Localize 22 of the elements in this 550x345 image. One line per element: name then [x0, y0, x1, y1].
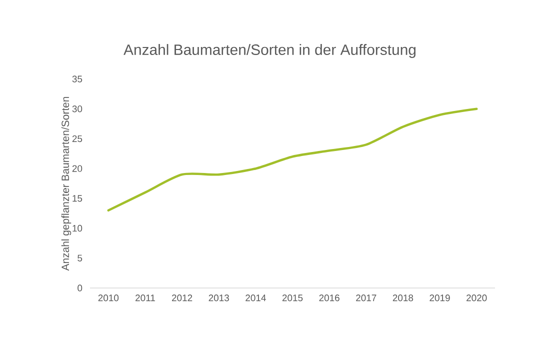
y-tick-label: 20	[72, 165, 82, 172]
x-tick-label: 2014	[246, 294, 266, 302]
y-tick-label: 25	[72, 135, 82, 142]
x-tick-label: 2010	[98, 294, 119, 302]
x-tick-label: 2013	[208, 294, 229, 302]
x-tick-label: 2016	[319, 294, 340, 302]
x-tick-label: 2015	[282, 294, 303, 302]
line-series	[107, 108, 478, 212]
y-tick-label: 10	[72, 224, 82, 232]
x-tick-label: 2018	[392, 294, 414, 302]
y-axis-title: Anzahl gepflanzter Baumarten/Sorten	[61, 96, 72, 271]
y-tick-label: 35	[72, 76, 82, 82]
x-tick-label: 2011	[136, 294, 155, 302]
y-tick-label: 15	[72, 195, 82, 202]
y-tick-label: 5	[78, 254, 82, 262]
y-tick-label: 30	[72, 106, 82, 112]
y-tick-label: 0	[78, 284, 82, 292]
x-tick-label: 2020	[466, 294, 487, 302]
x-tick-label: 2012	[172, 294, 192, 302]
x-tick-label: 2019	[430, 294, 450, 302]
chart-title: Anzahl Baumarten/Sorten in der Aufforstung	[124, 44, 416, 58]
x-tick-label: 2017	[356, 294, 376, 302]
